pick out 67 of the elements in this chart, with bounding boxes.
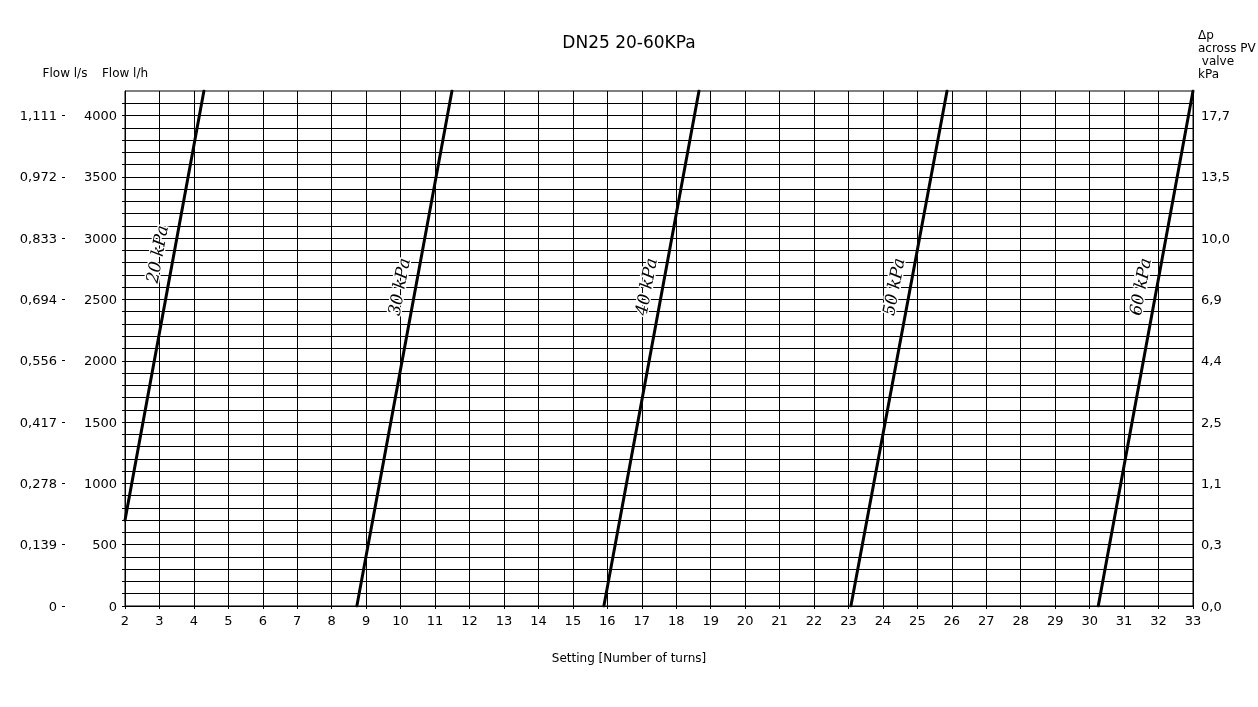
text: 50 kPa xyxy=(878,256,909,318)
y3-tick-label: 0,139 xyxy=(19,537,57,553)
x-tick-label: 18 xyxy=(667,613,685,628)
y3-tick-label: 0,278 xyxy=(19,475,57,491)
x-tick-label: 23 xyxy=(840,613,857,628)
x-tick-label: 11 xyxy=(426,613,444,628)
y3-axis-title: Flow l/s xyxy=(42,66,88,80)
x-tick-label: 30 xyxy=(1081,613,1098,628)
x-tick-label: 21 xyxy=(771,613,788,628)
y3-tick-label: 0,972 xyxy=(19,169,57,185)
y3-tick-label: 1,111 xyxy=(19,108,57,124)
x-tick-label: 3 xyxy=(155,613,164,628)
x-tick-label: 8 xyxy=(327,613,336,628)
x-tick-label: 7 xyxy=(293,613,302,628)
y3-tick-label: 0,694 xyxy=(19,291,57,307)
x-tick-label: 33 xyxy=(1184,613,1202,628)
x-tick-label: 24 xyxy=(874,613,892,628)
category-label: 6,9 xyxy=(1201,291,1222,307)
x-tick-label: 5 xyxy=(224,613,233,628)
y-tick-label: 2500 xyxy=(83,291,117,307)
category-label: 10,0 xyxy=(1201,230,1230,246)
x-tick-label: 2 xyxy=(120,613,130,628)
y-tick-label: 1000 xyxy=(83,475,117,491)
text: 20 kPa xyxy=(141,223,173,286)
x-tick-label: 25 xyxy=(909,613,926,628)
y-tick-label: 2000 xyxy=(83,353,117,369)
x-tick-label: 28 xyxy=(1012,613,1030,628)
category-label: 0,3 xyxy=(1201,537,1222,553)
x-tick-label: 10 xyxy=(392,613,409,628)
x-tick-label: 26 xyxy=(943,613,961,628)
x-tick-label: 12 xyxy=(461,613,478,628)
y2-axis-title: Δp across PV valve kPa xyxy=(1198,27,1257,81)
y3-tick-label: 0,833 xyxy=(19,230,57,246)
y-tick-label: 3500 xyxy=(83,169,117,185)
x-tick-label: 19 xyxy=(702,613,719,628)
y-tick-label: 500 xyxy=(92,537,117,553)
category-label: 0,0 xyxy=(1201,598,1222,614)
x-tick-label: 20 xyxy=(736,613,754,628)
category-label: 17,7 xyxy=(1201,108,1230,124)
y-axis-title: Flow l/h xyxy=(101,66,149,80)
x-tick-label: 29 xyxy=(1046,613,1064,628)
x-tick-label: 32 xyxy=(1150,613,1167,628)
x-tick-label: 4 xyxy=(189,613,199,628)
y3-tick-label: 0,556 xyxy=(19,353,57,369)
y-tick-label: 3000 xyxy=(83,230,117,246)
x-tick-label: 16 xyxy=(599,613,616,628)
category-label: 4,4 xyxy=(1201,353,1222,369)
x-tick-label: 13 xyxy=(495,613,513,628)
x-tick-label: 31 xyxy=(1115,613,1133,628)
x-tick-label: 17 xyxy=(633,613,651,628)
y-tick-label: 1500 xyxy=(83,414,117,430)
x-axis-title: Setting [Number of turns] xyxy=(551,651,707,665)
x-tick-label: 14 xyxy=(530,613,547,628)
x-tick-label: 27 xyxy=(978,613,995,628)
x-tick-label: 15 xyxy=(564,613,582,628)
category-label: 1,1 xyxy=(1201,475,1222,491)
y3-tick-label: 0,417 xyxy=(19,414,57,430)
category-label: 2,5 xyxy=(1201,414,1222,430)
x-tick-label: 6 xyxy=(258,613,267,628)
text: 60 kPa xyxy=(1124,256,1156,318)
x-tick-label: 9 xyxy=(362,613,371,628)
y-tick-label: 4000 xyxy=(83,108,117,124)
chart-title: DN25 20-60KPa xyxy=(562,31,696,52)
y-tick-label: 0 xyxy=(108,598,117,614)
y3-tick-label: 0 xyxy=(48,598,57,614)
category-label: 13,5 xyxy=(1201,169,1230,185)
x-tick-label: 22 xyxy=(805,613,823,628)
